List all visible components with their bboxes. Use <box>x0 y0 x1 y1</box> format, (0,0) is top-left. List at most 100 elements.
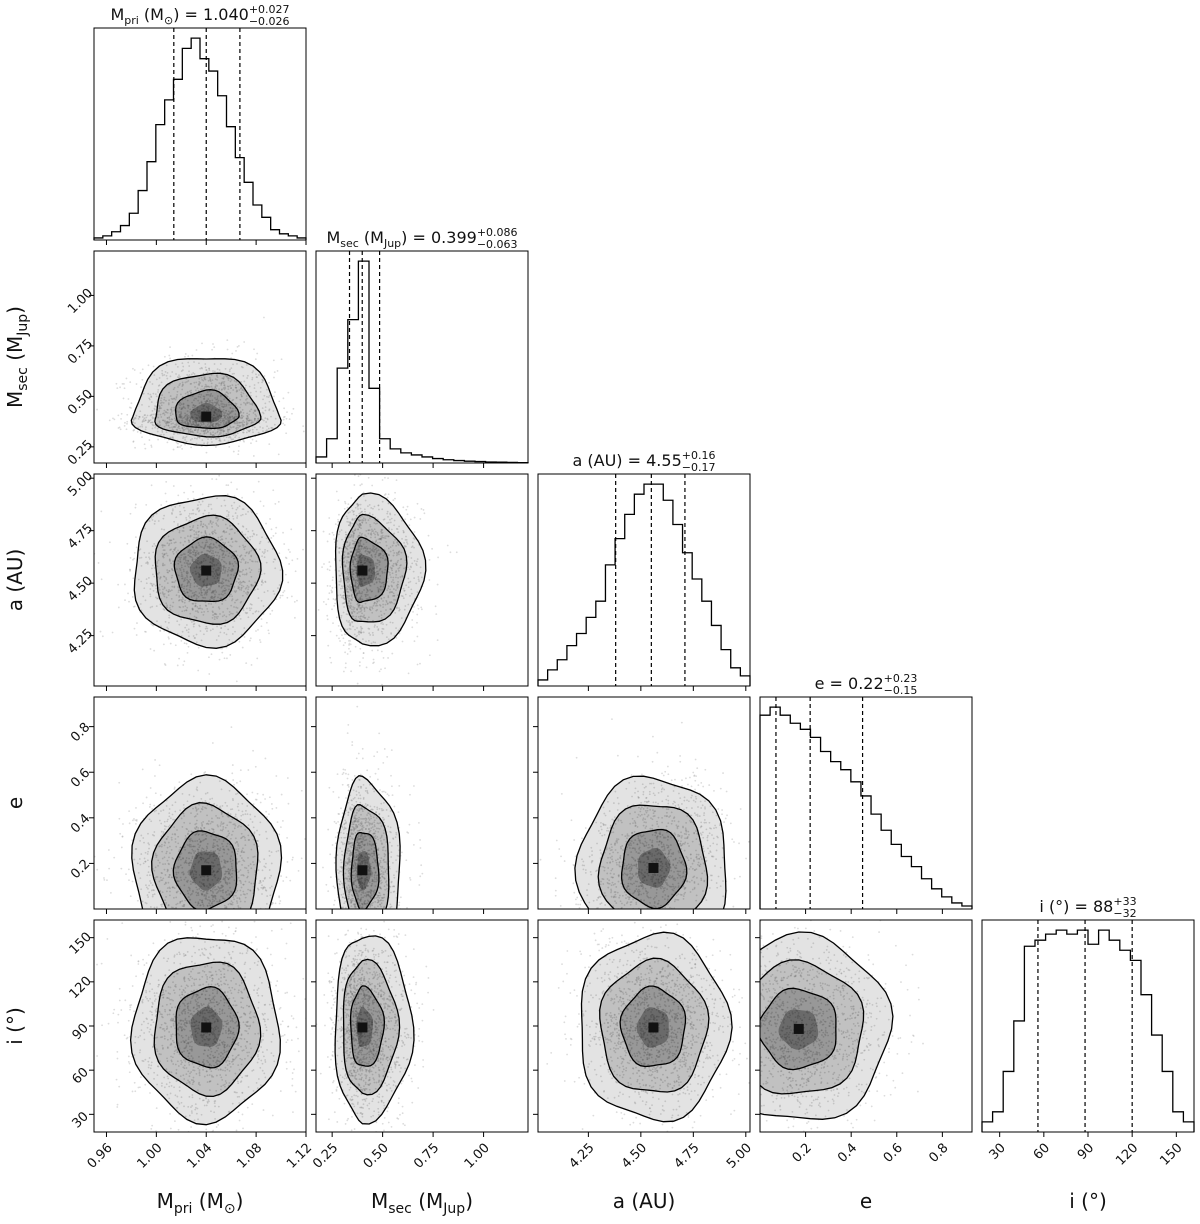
scatter-point <box>348 639 350 642</box>
scatter-point <box>208 467 210 469</box>
scatter-point <box>193 622 196 625</box>
scatter-point <box>218 572 221 575</box>
scatter-point <box>187 423 190 426</box>
scatter-point <box>310 377 312 379</box>
scatter-point <box>224 374 227 377</box>
scatter-point <box>115 382 118 385</box>
scatter-point <box>134 536 137 539</box>
scatter-point <box>175 516 178 519</box>
scatter-point <box>234 415 237 418</box>
scatter-point <box>255 415 258 417</box>
scatter-point <box>209 425 212 428</box>
scatter-point <box>145 562 148 564</box>
scatter-point <box>142 392 145 395</box>
scatter-point <box>285 557 288 560</box>
scatter-point <box>204 425 207 428</box>
scatter-point <box>186 404 189 407</box>
scatter-point <box>140 386 143 389</box>
scatter-point <box>221 582 224 585</box>
scatter-point <box>230 438 233 441</box>
scatter-point <box>229 470 231 472</box>
scatter-point <box>198 419 201 422</box>
scatter-point <box>208 916 210 918</box>
scatter-point <box>233 372 235 375</box>
scatter-point <box>163 412 165 415</box>
histogram-step-a <box>537 483 751 686</box>
scatter-point <box>225 433 228 435</box>
scatter-point <box>203 398 205 400</box>
scatter-point <box>176 393 179 396</box>
scatter-point <box>174 419 177 422</box>
scatter-point <box>204 363 207 365</box>
scatter-point <box>184 555 187 558</box>
scatter-point <box>198 416 201 419</box>
scatter-point <box>184 913 186 915</box>
scatter-point <box>177 446 179 448</box>
scatter-point <box>187 426 190 429</box>
scatter-point <box>245 573 248 576</box>
scatter-point <box>191 608 194 611</box>
scatter-point <box>237 581 240 584</box>
scatter-point <box>241 531 243 534</box>
y-tick-label: 5.00 <box>65 469 96 500</box>
scatter-point <box>149 595 152 598</box>
scatter-point <box>243 380 246 383</box>
scatter-point <box>230 537 233 540</box>
scatter-point <box>338 637 340 640</box>
scatter-point <box>119 428 122 431</box>
scatter-point <box>192 595 195 597</box>
scatter-point <box>218 474 221 477</box>
scatter-point <box>223 423 226 426</box>
scatter-point <box>179 375 181 378</box>
scatter-point <box>213 596 216 599</box>
scatter-point <box>243 440 245 443</box>
contour-line <box>174 389 240 430</box>
scatter-point <box>228 412 231 415</box>
scatter-point <box>334 523 337 526</box>
scatter-point <box>198 402 201 405</box>
scatter-point <box>209 589 211 591</box>
scatter-point <box>166 441 169 444</box>
scatter-point <box>346 653 349 655</box>
scatter-point <box>231 384 234 386</box>
scatter-point <box>128 406 131 409</box>
scatter-point <box>129 569 131 572</box>
scatter-point <box>317 403 319 405</box>
scatter-point <box>182 570 185 573</box>
scatter-point <box>187 404 190 407</box>
scatter-point <box>197 507 200 509</box>
scatter-point <box>180 566 183 569</box>
scatter-point <box>216 569 219 572</box>
scatter-point <box>224 393 227 396</box>
scatter-point <box>163 420 166 423</box>
scatter-point <box>416 604 419 607</box>
scatter-point <box>202 614 205 616</box>
scatter-point <box>159 402 162 405</box>
scatter-point <box>248 430 251 432</box>
scatter-point <box>162 419 165 422</box>
scatter-point <box>405 508 408 511</box>
scatter-point <box>163 419 166 422</box>
scatter-point <box>226 395 229 398</box>
scatter-point <box>168 399 171 402</box>
scatter-point <box>266 395 268 398</box>
scatter-point <box>182 405 185 408</box>
scatter-point <box>186 410 189 413</box>
scatter-point <box>166 417 169 419</box>
scatter-point <box>158 421 161 424</box>
scatter-point <box>198 530 201 533</box>
scatter-point <box>211 532 214 535</box>
scatter-point <box>160 399 162 402</box>
scatter-point <box>160 434 163 436</box>
scatter-point <box>211 525 213 528</box>
scatter-panel-mpri-msec <box>94 316 319 457</box>
scatter-point <box>210 408 213 411</box>
scatter-point <box>151 416 154 419</box>
scatter-point <box>232 410 235 413</box>
scatter-point <box>247 586 250 588</box>
scatter-point <box>277 500 280 503</box>
scatter-point <box>231 411 233 413</box>
scatter-point <box>167 590 170 593</box>
scatter-point <box>253 419 256 422</box>
scatter-point <box>199 413 202 415</box>
